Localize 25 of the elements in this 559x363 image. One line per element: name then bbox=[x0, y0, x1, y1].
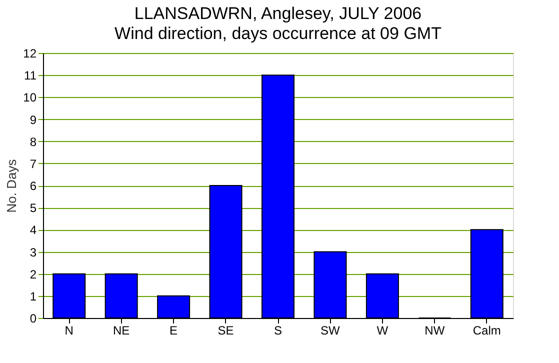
y-tick-label: 6 bbox=[30, 179, 37, 193]
y-tick-label: 2 bbox=[30, 267, 37, 282]
y-tick-label: 3 bbox=[30, 245, 37, 260]
y-tick-label: 9 bbox=[30, 112, 37, 127]
y-tick-label: 0 bbox=[30, 312, 37, 326]
y-tick-label: 10 bbox=[23, 90, 37, 105]
x-tick-label: SE bbox=[218, 324, 234, 338]
y-tick-label: 5 bbox=[30, 201, 37, 216]
y-axis-title: No. Days bbox=[4, 158, 20, 213]
y-tick-label: 1 bbox=[30, 289, 37, 304]
x-tick-label: SW bbox=[320, 324, 341, 338]
y-tick-label: 4 bbox=[30, 223, 37, 238]
x-tick-label: NE bbox=[112, 324, 130, 338]
x-tick-label: N bbox=[64, 324, 74, 338]
x-tick-label: NW bbox=[424, 324, 446, 338]
chart-subtitle: Wind direction, days occurrence at 09 GMT bbox=[114, 24, 442, 43]
x-tick-label: E bbox=[170, 324, 178, 338]
x-tick-label: W bbox=[376, 324, 389, 338]
y-tick-label: 11 bbox=[24, 68, 37, 83]
chart-title: LLANSADWRN, Anglesey, JULY 2006 bbox=[134, 4, 422, 23]
y-tick-label: 7 bbox=[30, 156, 37, 171]
x-tick-label: Calm bbox=[472, 324, 501, 338]
x-tick-label: S bbox=[274, 324, 282, 338]
y-tick-label: 8 bbox=[30, 134, 37, 149]
y-tick-label: 12 bbox=[23, 46, 37, 60]
